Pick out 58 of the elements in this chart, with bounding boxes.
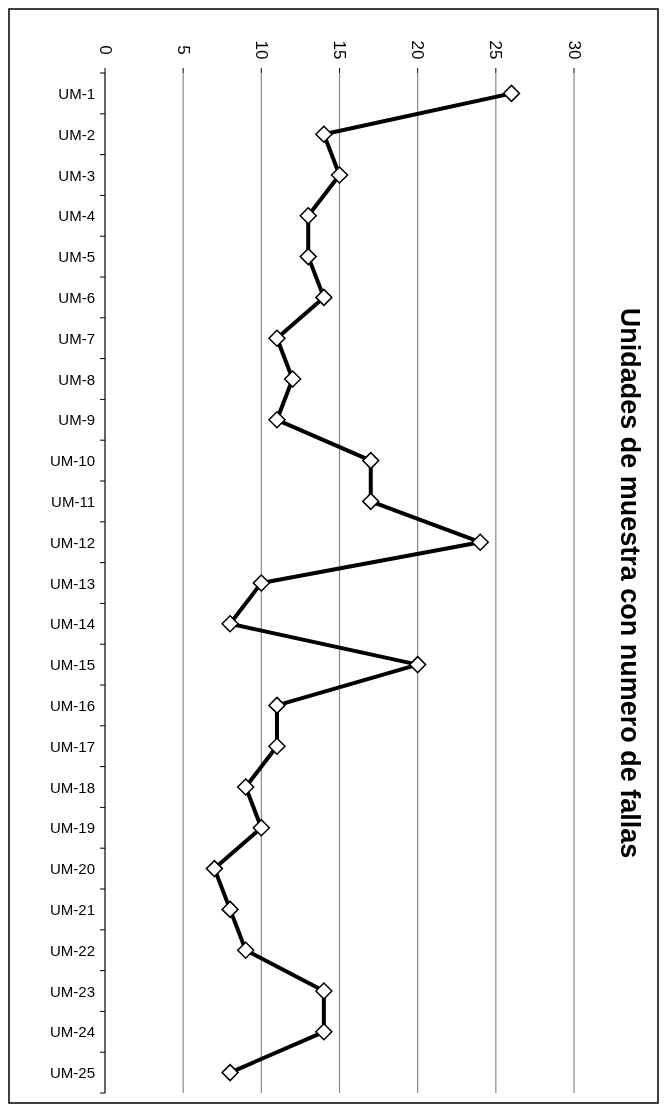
x-tick-label: 10 (251, 40, 271, 60)
y-tick-label: UM-25 (49, 1064, 95, 1082)
point (299, 207, 317, 225)
y-tick-label: UM-19 (49, 819, 95, 837)
y-tick-label: UM-3 (58, 166, 95, 184)
point (221, 615, 239, 633)
y-tick-label: UM-2 (58, 125, 95, 143)
point (315, 125, 333, 143)
y-tick-label: UM-21 (49, 900, 95, 918)
point (283, 370, 302, 388)
x-tick-label: 30 (564, 40, 584, 60)
x-tick-label: 25 (486, 40, 506, 60)
y-tick-label: UM-17 (49, 737, 95, 755)
y-tick-label: UM-11 (51, 492, 95, 510)
y-tick-label: UM-1 (58, 84, 95, 102)
y-tick-label: UM-12 (49, 533, 95, 551)
point (315, 982, 333, 1000)
x-tick-label: 15 (330, 40, 349, 60)
x-tick-label: 20 (408, 40, 428, 60)
point (268, 696, 286, 715)
y-tick-label: UM-9 (58, 411, 95, 429)
y-tick-label: UM-22 (49, 941, 95, 959)
point (315, 1023, 333, 1041)
y-tick-label: UM-10 (49, 452, 95, 470)
y-tick-label: UM-4 (58, 207, 95, 225)
point (471, 533, 489, 551)
point (268, 411, 286, 429)
point (205, 859, 224, 878)
point (408, 655, 427, 674)
y-tick-label: UM-6 (58, 288, 95, 306)
y-tick-label: UM-13 (49, 574, 95, 592)
point (252, 574, 271, 592)
point (268, 329, 286, 347)
y-tick-label: UM-23 (49, 982, 95, 1000)
y-tick-label: UM-24 (49, 1023, 95, 1041)
point (330, 166, 349, 184)
point (502, 84, 521, 103)
point (236, 778, 255, 796)
y-tick-label: UM-20 (49, 860, 95, 878)
y-tick-label: UM-18 (49, 778, 95, 796)
y-tick-label: UM-5 (58, 248, 95, 266)
point (299, 247, 317, 266)
text: Unidades de muestra con numero de fallas (615, 307, 645, 859)
y-tick-label: UM-15 (49, 656, 95, 674)
point (362, 451, 380, 470)
point (252, 819, 271, 837)
point (268, 737, 286, 755)
x-tick-label: 5 (173, 45, 193, 55)
y-tick-label: UM-8 (58, 370, 95, 388)
point (315, 288, 333, 307)
point (236, 941, 255, 959)
point (362, 492, 380, 511)
point (221, 1063, 239, 1082)
point (221, 900, 239, 919)
y-tick-label: UM-14 (49, 615, 95, 633)
y-tick-label: UM-7 (58, 329, 95, 347)
x-tick-label: 0 (95, 45, 115, 55)
y-tick-label: UM-16 (49, 696, 95, 714)
